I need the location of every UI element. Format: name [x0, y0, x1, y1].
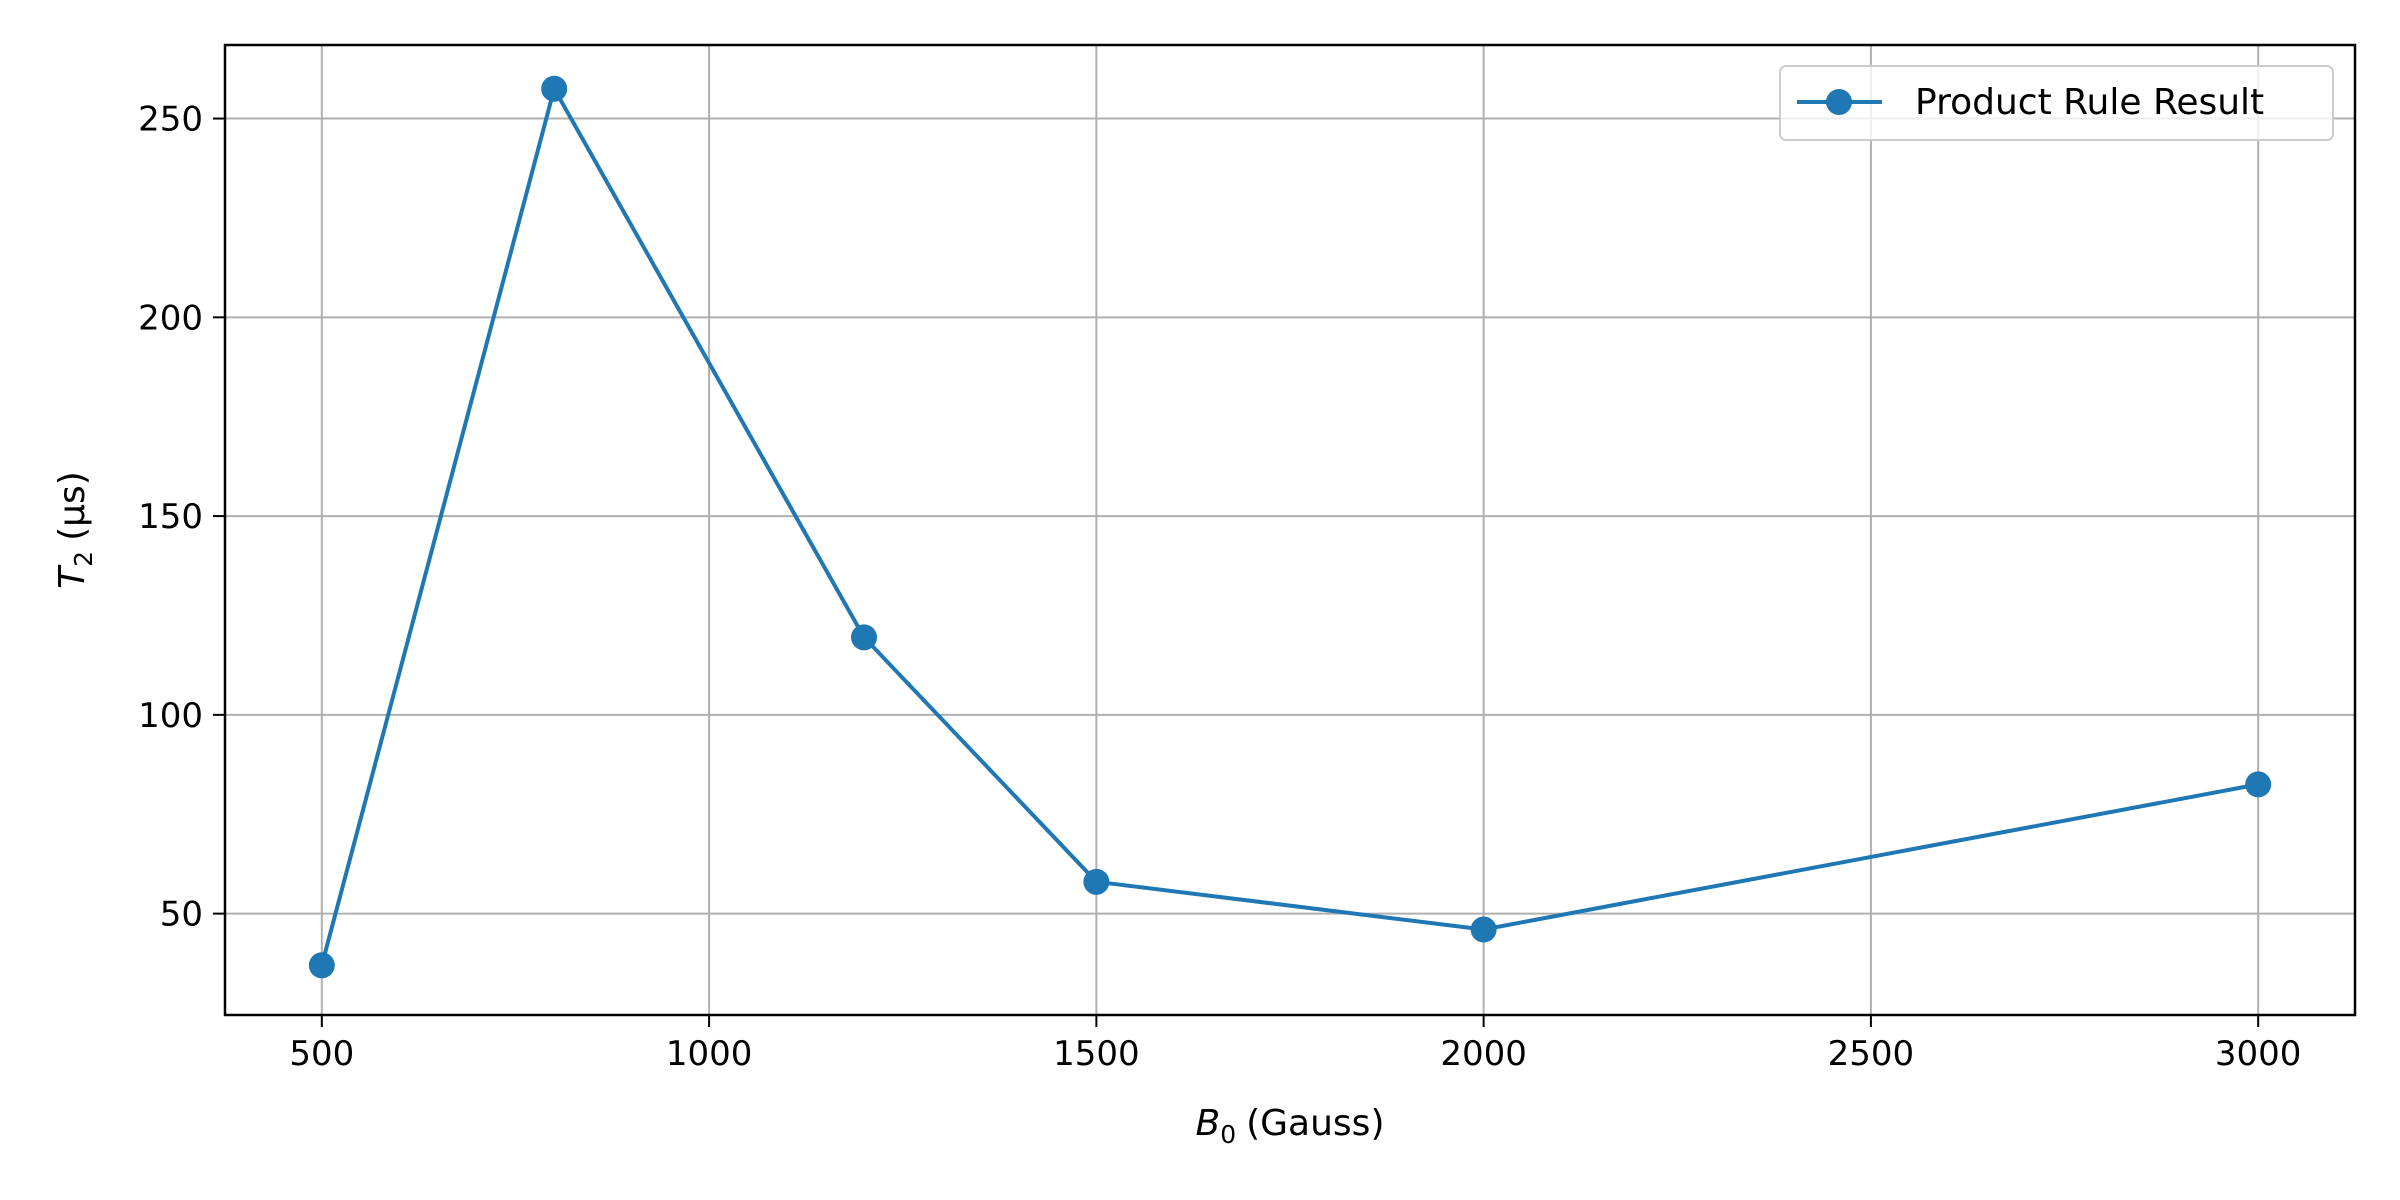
y-axis-unit: (μs)	[52, 471, 93, 541]
legend-series-label: Product Rule Result	[1915, 82, 2264, 123]
ticks: 500 1000 1500 2000 2500 3000 50 100 150 200 250	[138, 100, 2301, 1074]
data-point	[541, 75, 568, 102]
x-tick-label: 3000	[2215, 1034, 2302, 1074]
y-tick-label: 250	[138, 100, 203, 140]
data-point	[851, 624, 877, 651]
x-tick-label: 500	[289, 1034, 354, 1074]
data-point	[308, 952, 335, 979]
y-tick-label: 150	[138, 497, 203, 537]
y-tick-label: 100	[138, 696, 203, 736]
series-layer	[308, 75, 2272, 979]
y-tick-label: 200	[138, 298, 203, 338]
grid	[225, 45, 2355, 1015]
x-tick-label: 1000	[666, 1034, 753, 1074]
y-axis-subscript: 2	[69, 551, 98, 567]
x-axis-symbol: B	[1196, 1103, 1221, 1144]
data-point	[1083, 868, 1110, 895]
x-axis-unit: (Gauss)	[1246, 1103, 1384, 1144]
legend: Product Rule Result	[1779, 65, 2334, 141]
data-point	[2245, 771, 2272, 798]
x-tick-label: 1500	[1053, 1034, 1140, 1074]
y-axis-label: T2 (μs)	[52, 471, 98, 589]
y-axis-symbol: T	[52, 564, 93, 589]
x-tick-label: 2500	[1828, 1034, 1915, 1074]
data-point	[1470, 916, 1497, 943]
x-axis-label: B0 (Gauss)	[1196, 1103, 1385, 1149]
y-tick-label: 50	[160, 895, 203, 935]
x-tick-label: 2000	[1440, 1034, 1527, 1074]
plot-frame	[223, 43, 2357, 1017]
x-axis-subscript: 0	[1220, 1120, 1236, 1149]
series-line	[319, 86, 2259, 966]
legend-box	[1779, 65, 2334, 141]
legend-series-marker	[1826, 89, 1852, 115]
